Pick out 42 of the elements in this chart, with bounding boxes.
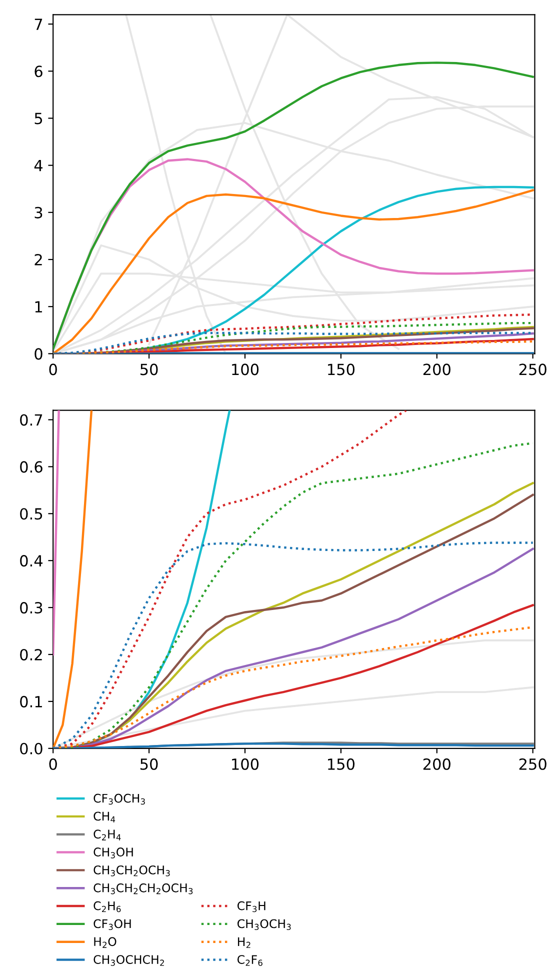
legend-label: C$_{2}$H$_{4}$	[94, 830, 121, 840]
legend-label: CH$_{3}$OCH$_{3}$	[237, 919, 291, 930]
legend-label: CH$_{3}$CH$_{2}$CH$_{2}$OCH$_{3}$	[94, 883, 193, 894]
y-tick-label: 0.2	[20, 648, 42, 661]
legend-label: CH$_{3}$OH	[94, 848, 133, 858]
y-tick-label: 0	[34, 348, 42, 360]
x-tick-label: 250	[519, 364, 546, 376]
x-tick-label: 50	[140, 758, 158, 770]
legend-label: CF$_{3}$OCH$_{3}$	[94, 794, 145, 805]
x-tick-label: 250	[519, 758, 546, 770]
y-tick-label: 3	[34, 206, 42, 218]
y-tick-label: 4	[34, 160, 43, 172]
x-tick-label: 200	[423, 758, 450, 770]
legend-label: C$_{2}$H$_{6}$	[94, 901, 121, 912]
y-tick-label: 2	[34, 254, 42, 266]
legend-label: CH$_{4}$	[94, 812, 116, 822]
x-tick-label: 150	[328, 364, 354, 376]
x-tick-label: 100	[232, 758, 259, 770]
y-tick-label: 0.6	[20, 461, 42, 473]
y-tick-label: 0.3	[20, 602, 42, 614]
y-tick-label: 0.0	[20, 742, 42, 754]
x-tick-label: 0	[49, 364, 57, 376]
y-tick-label: 0.1	[20, 696, 42, 708]
x-tick-label: 0	[49, 758, 57, 770]
y-tick-label: 0.4	[20, 555, 43, 567]
y-tick-label: 5	[34, 112, 42, 124]
y-tick-label: 7	[34, 18, 42, 30]
legend-label: CH$_{3}$OCHCH$_{2}$	[94, 955, 164, 966]
legend-label: CF$_{3}$H	[237, 901, 266, 912]
x-tick-label: 100	[232, 364, 259, 376]
y-tick-label: 0.5	[20, 508, 42, 520]
y-tick-label: 0.7	[20, 414, 42, 426]
legend-label: CF$_{3}$OH	[94, 919, 131, 930]
x-tick-label: 50	[140, 364, 158, 376]
legend-label: CH$_{3}$CH$_{2}$OCH$_{3}$	[94, 865, 170, 876]
y-tick-label: 6	[34, 66, 42, 78]
x-tick-label: 150	[328, 758, 354, 770]
legend-label: H$_{2}$	[238, 937, 250, 948]
y-tick-label: 1	[35, 301, 42, 312]
x-tick-label: 200	[423, 364, 450, 376]
legend-label: H$_{2}$O	[94, 937, 116, 948]
legend-label: C$_{2}$F$_{6}$	[237, 955, 262, 966]
